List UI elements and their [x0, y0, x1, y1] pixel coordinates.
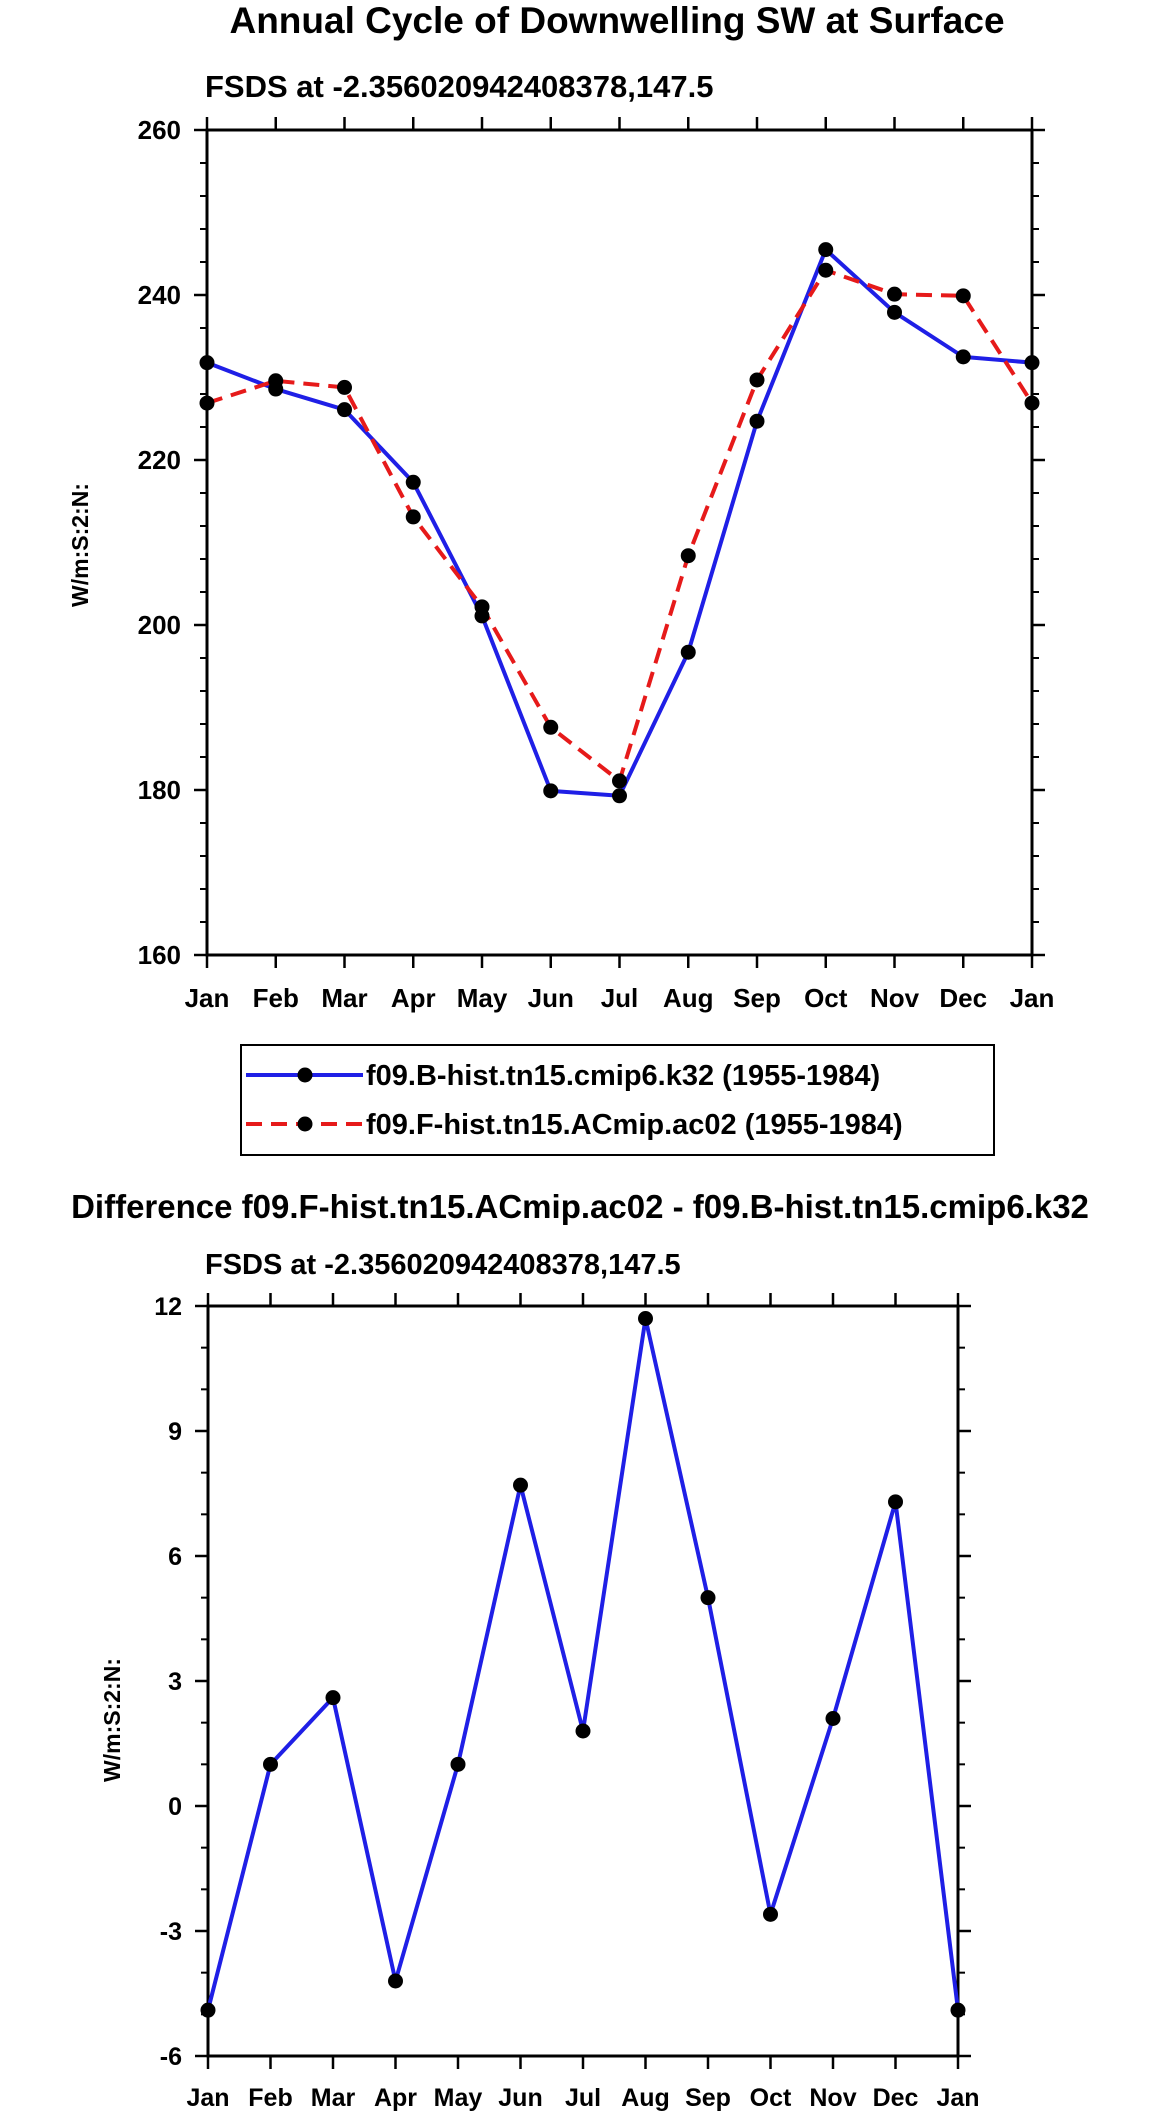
data-point — [199, 395, 215, 411]
chart1-title: Annual Cycle of Downwelling SW at Surfac… — [229, 0, 1004, 41]
y-tick-label: 6 — [168, 1543, 182, 1571]
x-tick-label: Oct — [804, 983, 848, 1013]
data-point — [1024, 395, 1040, 411]
data-point — [543, 783, 559, 799]
x-tick-label: Jul — [565, 2084, 601, 2112]
y-tick-label: -3 — [160, 1918, 182, 1946]
y-tick-label: 200 — [138, 610, 181, 640]
x-tick-label: Dec — [939, 983, 987, 1013]
chart2-plot: Jan Feb Mar Apr May Jun Jul Aug Sep Oct Nov Dec Jan-… — [154, 1293, 979, 2112]
x-tick-label: May — [457, 983, 508, 1013]
chart1-subtitle: FSDS at -2.356020942408378,147.5 — [205, 69, 713, 104]
chart1-ylabel: W/m:S:2:N: — [67, 483, 93, 607]
data-point — [818, 242, 834, 258]
legend-label-1: f09.B-hist.tn15.cmip6.k32 (1955-1984) — [366, 1060, 880, 1092]
y-tick-label: -6 — [160, 2043, 182, 2071]
legend-marker-2 — [297, 1116, 313, 1132]
y-tick-label: 180 — [138, 775, 181, 805]
y-tick-label: 0 — [168, 1793, 182, 1821]
data-point — [763, 1906, 778, 1922]
x-tick-label: Sep — [733, 983, 781, 1013]
data-point — [1024, 355, 1040, 371]
data-point — [388, 1973, 403, 1989]
x-tick-label: Jan — [185, 983, 230, 1013]
data-point — [955, 349, 971, 365]
y-tick-label: 9 — [168, 1418, 182, 1446]
x-tick-label: Aug — [621, 2084, 670, 2112]
data-point — [887, 304, 902, 320]
data-point — [325, 1690, 341, 1706]
x-tick-label: Aug — [663, 983, 714, 1013]
data-point — [888, 1494, 903, 1510]
series-line-0 — [206, 1316, 960, 2011]
x-tick-label: Feb — [248, 2084, 292, 2112]
y-tick-label: 260 — [138, 115, 181, 145]
x-tick-label: Apr — [391, 983, 436, 1013]
data-point — [612, 788, 627, 804]
data-point — [405, 509, 421, 525]
data-point — [612, 773, 627, 789]
data-point — [575, 1723, 591, 1739]
data-point — [543, 719, 559, 735]
data-point — [268, 373, 284, 389]
chart2-title: Difference f09.F-hist.tn15.ACmip.ac02 - … — [71, 1188, 1089, 1225]
x-tick-label: Mar — [311, 2084, 356, 2112]
data-point — [337, 379, 352, 395]
series-line-1 — [206, 268, 1034, 783]
data-point — [749, 372, 765, 388]
x-tick-label: Sep — [685, 2084, 731, 2112]
x-tick-label: Jan — [186, 2084, 229, 2112]
data-point — [680, 644, 696, 660]
data-point — [263, 1756, 278, 1772]
x-tick-label: Oct — [750, 2084, 792, 2112]
data-point — [513, 1477, 528, 1493]
data-point — [638, 1311, 653, 1326]
x-tick-label: Apr — [374, 2084, 417, 2112]
data-point — [955, 288, 971, 304]
legend-frame — [240, 1044, 995, 1156]
y-tick-label: 3 — [168, 1668, 182, 1696]
data-point — [200, 2002, 216, 2018]
x-tick-label: Jun — [528, 983, 574, 1013]
chart1-legend: f09.B-hist.tn15.cmip6.k32 (1955-1984) f0… — [240, 1044, 995, 1156]
x-tick-label: Nov — [809, 2084, 856, 2112]
data-point — [405, 474, 421, 490]
legend-marker-1 — [297, 1067, 313, 1083]
x-tick-label: Jan — [936, 2084, 979, 2112]
x-tick-label: Jan — [1010, 983, 1055, 1013]
data-point — [199, 355, 215, 371]
data-point — [700, 1590, 716, 1606]
data-point — [474, 599, 490, 615]
y-tick-label: 220 — [138, 445, 181, 475]
chart2-subtitle: FSDS at -2.356020942408378,147.5 — [205, 1249, 681, 1281]
legend-label-2: f09.F-hist.tn15.ACmip.ac02 (1955-1984) — [366, 1109, 903, 1141]
data-point — [450, 1756, 466, 1772]
x-tick-label: Mar — [321, 983, 367, 1013]
data-point — [337, 402, 352, 418]
y-tick-label: 240 — [138, 280, 181, 310]
x-tick-label: Feb — [253, 983, 299, 1013]
data-point — [749, 413, 765, 429]
data-point — [887, 286, 902, 302]
data-point — [950, 2002, 966, 2018]
x-tick-label: May — [434, 2084, 483, 2112]
chart1-plot: Jan Feb Mar Apr May Jun Jul Aug Sep Oct Nov Dec Jan1… — [138, 115, 1055, 1013]
plot-frame — [205, 128, 1034, 957]
series-line-0 — [206, 247, 1033, 798]
y-tick-label: 160 — [138, 940, 181, 970]
x-tick-label: Dec — [873, 2084, 919, 2112]
y-tick-label: 12 — [154, 1293, 182, 1321]
x-tick-label: Nov — [870, 983, 920, 1013]
data-point — [825, 1711, 841, 1726]
chart2-ylabel: W/m:S:2:N: — [99, 1658, 125, 1782]
x-tick-label: Jun — [498, 2084, 542, 2112]
x-tick-label: Jul — [601, 983, 639, 1013]
data-point — [818, 262, 834, 278]
data-point — [680, 548, 696, 564]
